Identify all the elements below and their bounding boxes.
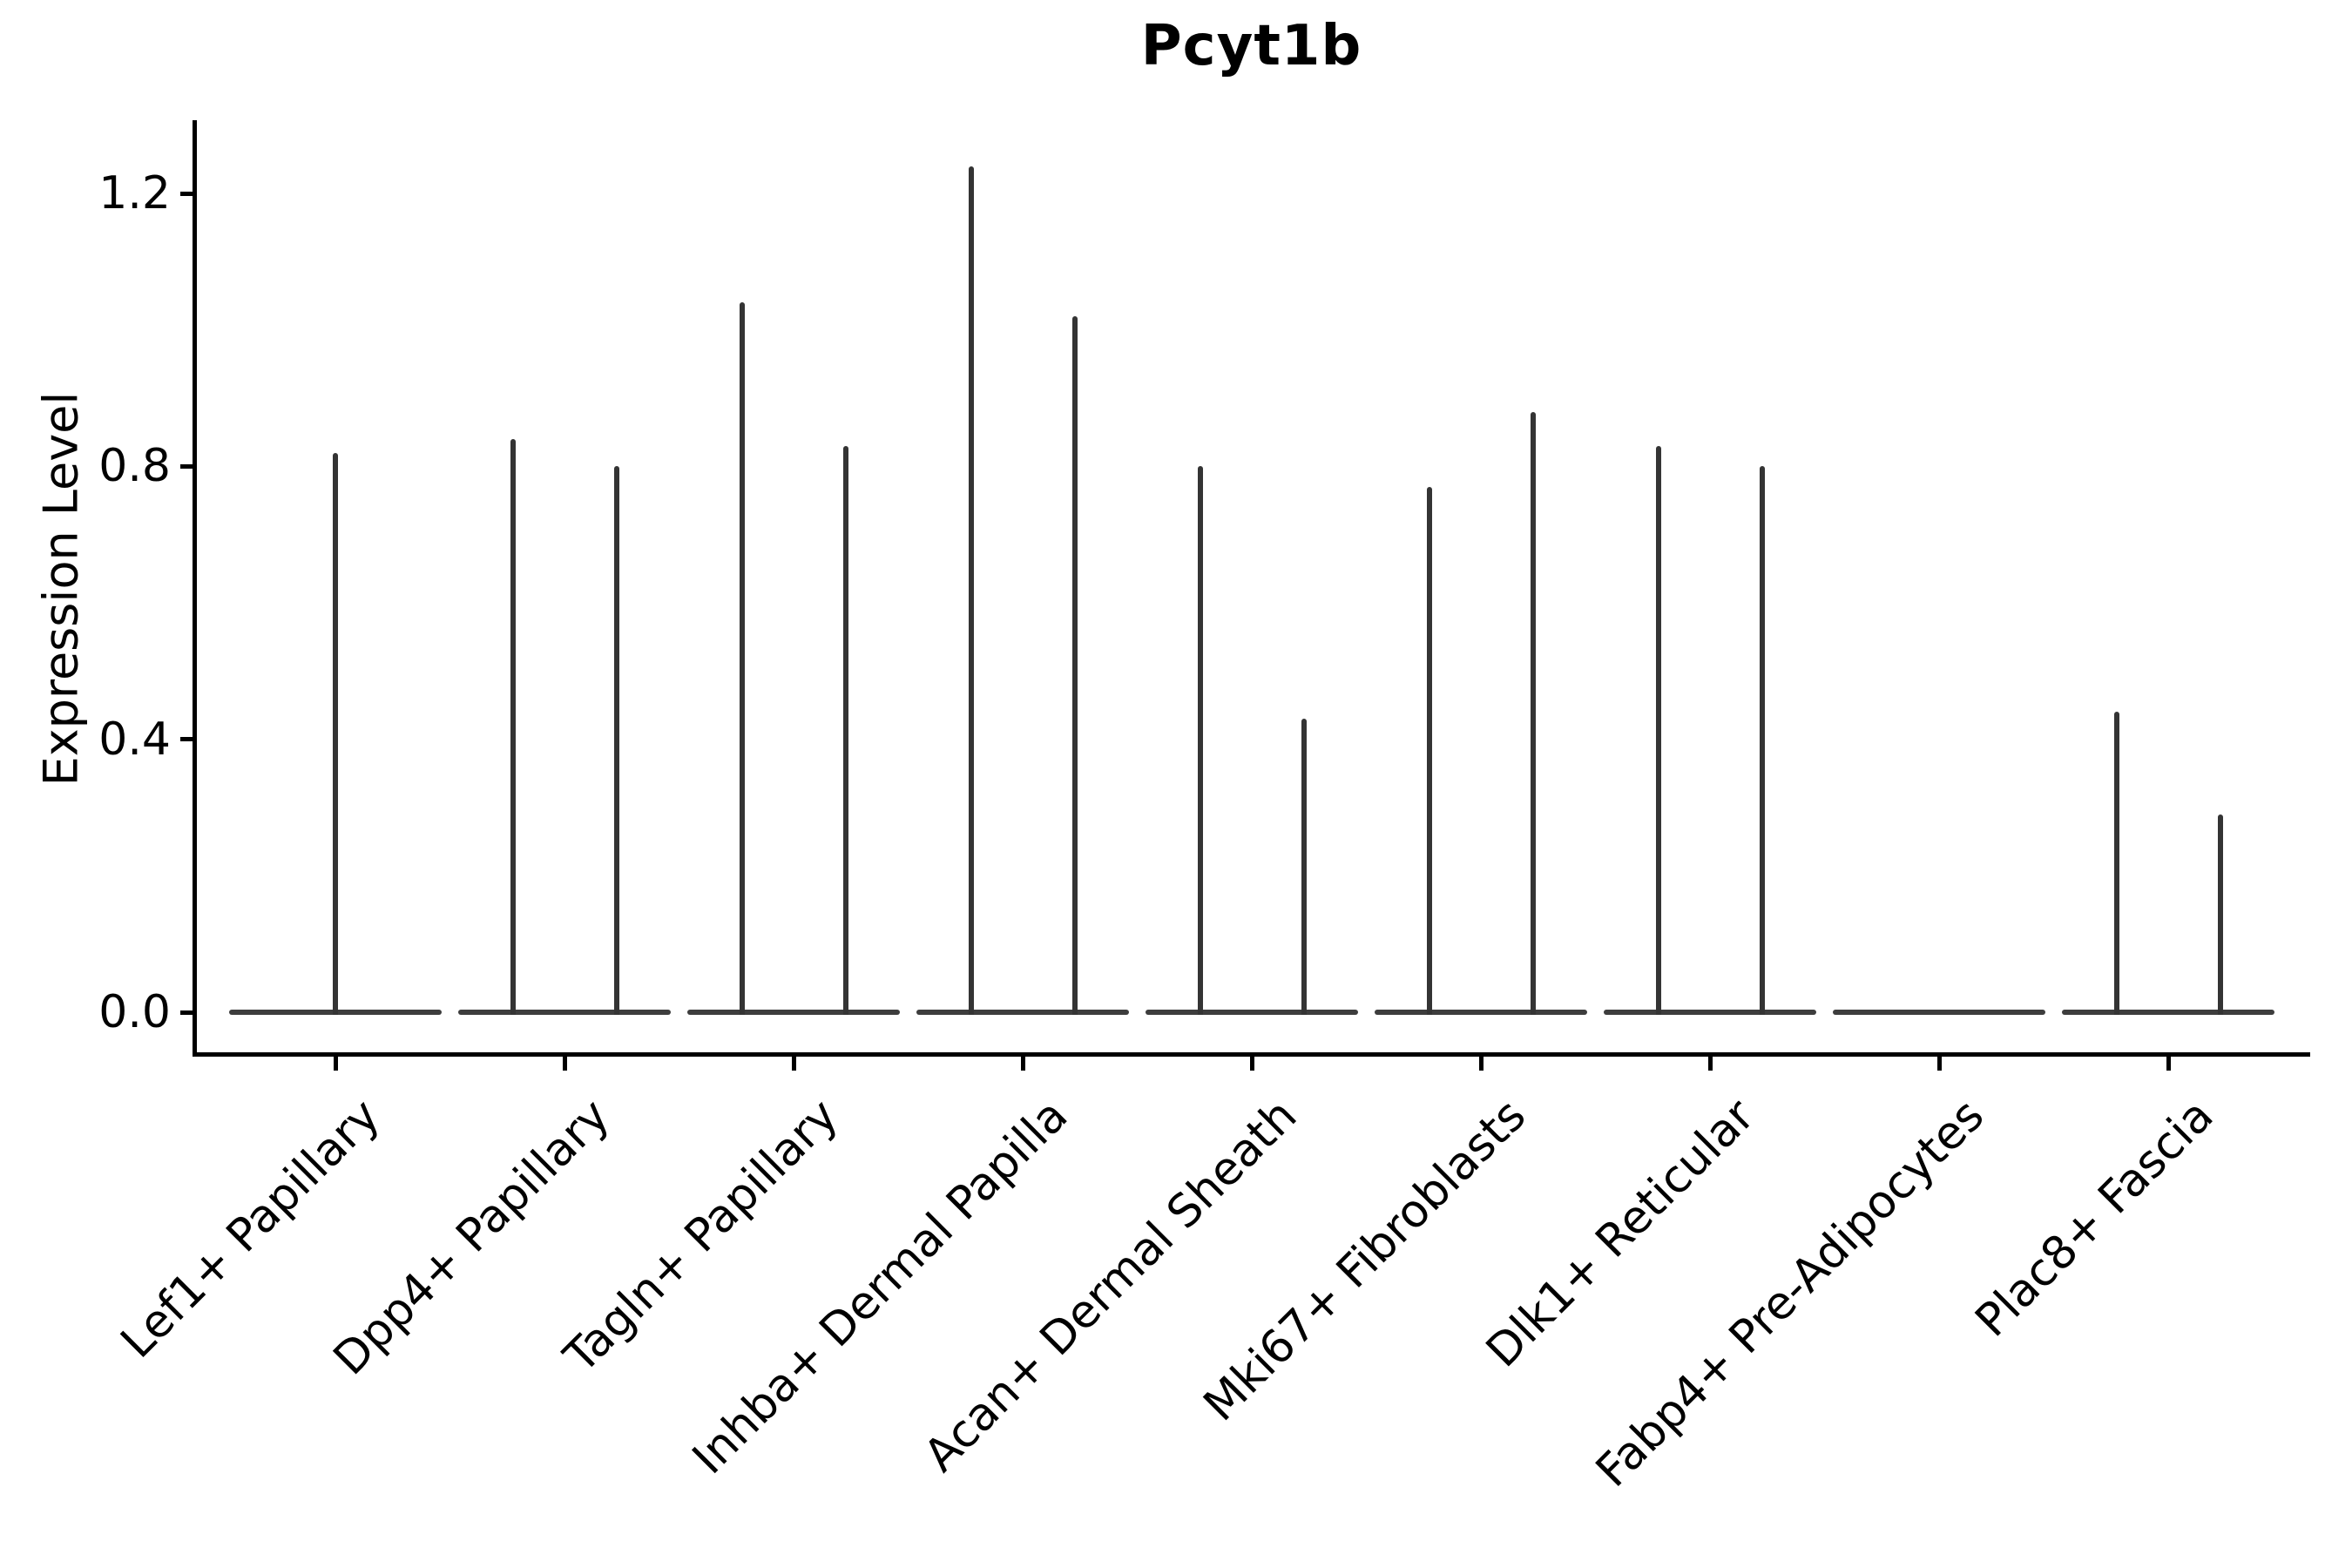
violin-needle — [510, 439, 516, 1015]
y-tick-label: 0.0 — [98, 986, 171, 1038]
x-axis-spine — [193, 1052, 2310, 1057]
violin-needle — [968, 166, 974, 1015]
violin-baseline — [1833, 1010, 2045, 1015]
x-tick-label: Acan+ Dermal Sheath — [914, 1089, 1308, 1483]
violin-needle — [1655, 445, 1661, 1015]
violin-needle — [1301, 719, 1307, 1015]
x-tick — [1020, 1057, 1025, 1071]
violin-needle — [2217, 814, 2223, 1015]
y-tick — [180, 737, 193, 742]
x-tick — [1249, 1057, 1254, 1071]
violin-needle — [842, 445, 848, 1015]
violin-needle — [1071, 316, 1078, 1015]
violin-baseline — [1146, 1010, 1358, 1015]
violin-baseline — [458, 1010, 671, 1015]
x-tick — [333, 1057, 338, 1071]
violin-baseline — [1375, 1010, 1587, 1015]
y-tick — [180, 191, 193, 196]
violin-baseline — [687, 1010, 900, 1015]
violin-needle — [333, 452, 338, 1015]
y-tick — [180, 1010, 193, 1015]
x-tick — [2166, 1057, 2171, 1071]
y-tick-label: 0.8 — [98, 440, 171, 493]
violin-baseline — [1604, 1010, 1816, 1015]
violin-baseline — [916, 1010, 1129, 1015]
violin-needle — [1759, 466, 1765, 1015]
y-tick-label: 0.4 — [98, 713, 171, 766]
y-tick-label: 1.2 — [98, 167, 171, 220]
chart-title: Pcyt1b — [1140, 14, 1362, 78]
violin-needle — [1197, 466, 1203, 1015]
violin-needle — [1530, 411, 1536, 1015]
x-tick — [1478, 1057, 1484, 1071]
violin-needle — [2113, 712, 2119, 1015]
x-tick-label: Fabp4+ Pre-Adipocytes — [1585, 1089, 1995, 1497]
x-tick — [1936, 1057, 1942, 1071]
violin-needle — [1426, 486, 1432, 1015]
violin-baseline — [2062, 1010, 2274, 1015]
x-tick — [562, 1057, 567, 1071]
x-tick — [791, 1057, 796, 1071]
violin-needle — [739, 302, 745, 1015]
x-tick-label: Inhba+ Dermal Papilla — [682, 1089, 1078, 1485]
y-axis-spine — [193, 120, 197, 1057]
x-tick — [1707, 1057, 1713, 1071]
y-tick — [180, 463, 193, 469]
violin-needle — [613, 466, 619, 1015]
x-tick-label: Plac8+ Fascia — [1965, 1089, 2224, 1348]
